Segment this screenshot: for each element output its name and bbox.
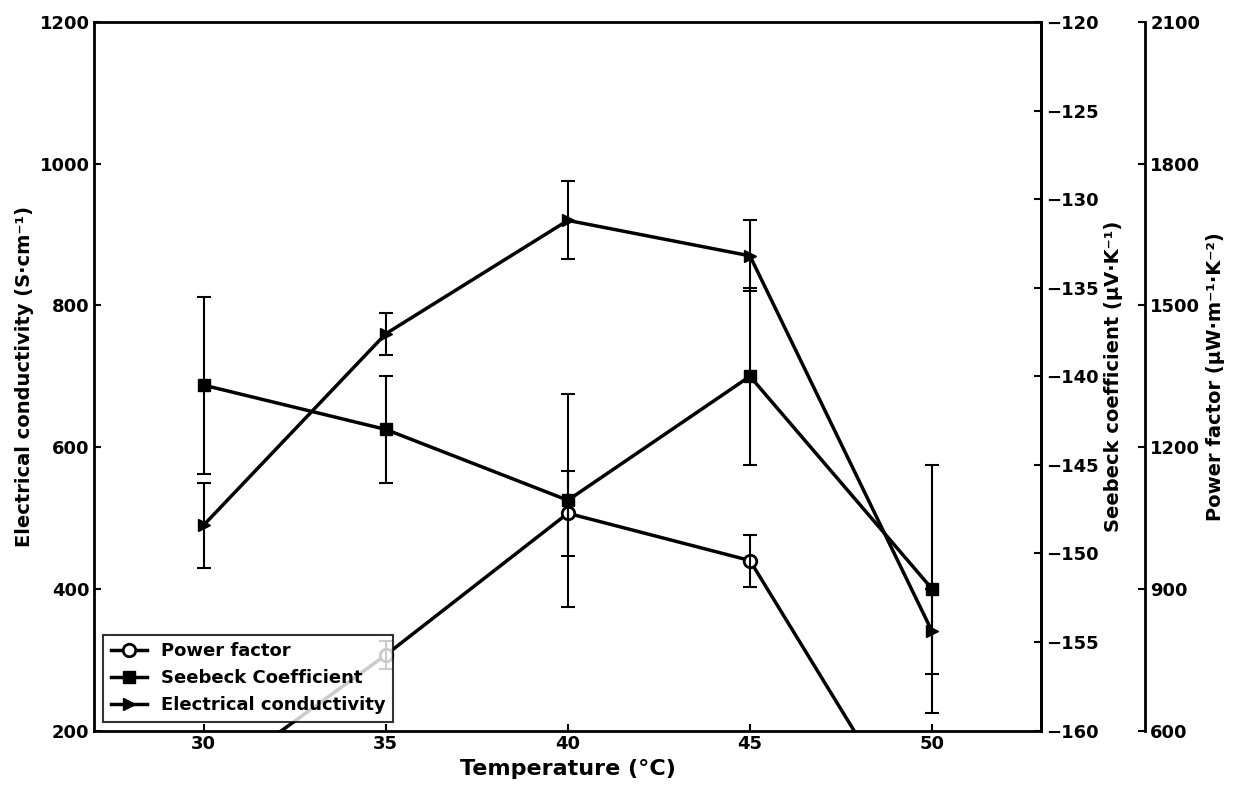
Y-axis label: Seebeck coefficient (μV·K⁻¹): Seebeck coefficient (μV·K⁻¹) bbox=[1105, 221, 1123, 532]
Power factor bbox=[378, 650, 393, 660]
Electrical conductivity bbox=[560, 216, 575, 225]
Seebeck Coefficient bbox=[196, 380, 211, 390]
Line: Seebeck Coefficient: Seebeck Coefficient bbox=[197, 370, 939, 596]
Seebeck Coefficient bbox=[743, 372, 758, 381]
Line: Power factor: Power factor bbox=[197, 507, 939, 794]
Electrical conductivity bbox=[378, 329, 393, 338]
Seebeck Coefficient bbox=[378, 425, 393, 434]
Legend: Power factor, Seebeck Coefficient, Electrical conductivity: Power factor, Seebeck Coefficient, Elect… bbox=[103, 635, 393, 722]
Power factor bbox=[743, 556, 758, 565]
X-axis label: Temperature (°C): Temperature (°C) bbox=[460, 759, 676, 779]
Electrical conductivity bbox=[743, 251, 758, 260]
Seebeck Coefficient bbox=[925, 584, 940, 594]
Electrical conductivity bbox=[925, 626, 940, 636]
Seebeck Coefficient bbox=[560, 495, 575, 505]
Y-axis label: Power factor (μW·m⁻¹·K⁻²): Power factor (μW·m⁻¹·K⁻²) bbox=[1207, 232, 1225, 521]
Line: Electrical conductivity: Electrical conductivity bbox=[197, 214, 939, 638]
Y-axis label: Electrical conductivity (S·cm⁻¹): Electrical conductivity (S·cm⁻¹) bbox=[15, 206, 33, 547]
Electrical conductivity bbox=[196, 520, 211, 530]
Power factor bbox=[560, 508, 575, 518]
Power factor bbox=[196, 783, 211, 792]
